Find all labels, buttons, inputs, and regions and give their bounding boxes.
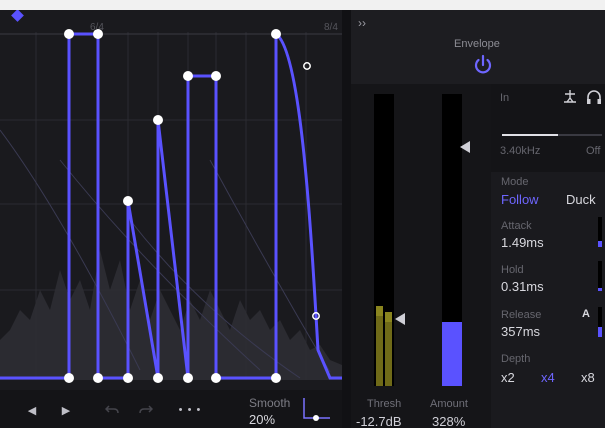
collapse-button[interactable]: ›› <box>358 16 366 30</box>
amount-meter[interactable] <box>442 94 462 386</box>
curve-node <box>183 373 193 383</box>
amount-value[interactable]: 328% <box>432 414 466 428</box>
depth-option-selected[interactable]: x4 <box>541 370 555 385</box>
input-level-left <box>376 306 383 386</box>
release-label: Release <box>501 309 542 321</box>
thresh-value[interactable]: -12.7dB <box>356 414 402 428</box>
curve-node <box>183 71 193 81</box>
envelope-title: Envelope <box>454 38 500 50</box>
headphones-icon[interactable] <box>586 89 602 105</box>
curve-node <box>64 373 74 383</box>
smooth-curve-icon[interactable] <box>300 396 332 426</box>
more-button[interactable]: • • • <box>178 404 202 416</box>
smooth-value[interactable]: 20% <box>249 412 276 427</box>
triangle-left-icon[interactable]: ◀ <box>27 404 37 417</box>
curve-node <box>93 29 103 39</box>
depth-option[interactable]: x8 <box>581 370 595 385</box>
tension-handle <box>303 62 311 70</box>
power-icon[interactable] <box>472 54 494 76</box>
frequency-value[interactable]: 3.40kHz <box>500 145 541 157</box>
hold-slider[interactable] <box>598 261 602 291</box>
spectrum <box>0 250 342 380</box>
attack-value[interactable]: 1.49ms <box>501 235 544 250</box>
curve-node <box>93 373 103 383</box>
undo-icon[interactable] <box>98 398 126 422</box>
bar-label: 6/4 <box>90 22 104 33</box>
envelope-curve <box>0 31 342 380</box>
mode-label: Mode <box>501 176 529 188</box>
hold-label: Hold <box>501 264 524 276</box>
depth-label: Depth <box>501 353 531 365</box>
frequency-slider[interactable] <box>502 134 558 136</box>
curve-nodes <box>64 29 281 383</box>
sidechain-filter-icon[interactable] <box>562 89 578 105</box>
curve-node <box>123 373 133 383</box>
curve-node <box>211 71 221 81</box>
curve-node <box>64 29 74 39</box>
depth-option[interactable]: x2 <box>501 370 515 385</box>
mode-follow-option[interactable]: Follow <box>501 192 539 207</box>
sidechain-input <box>491 84 605 172</box>
curve-node <box>271 29 281 39</box>
tension-handles <box>303 62 320 320</box>
curve-node <box>153 115 163 125</box>
release-slider[interactable] <box>598 307 602 337</box>
hold-value[interactable]: 0.31ms <box>501 279 544 294</box>
release-value[interactable]: 357ms <box>501 324 541 339</box>
thresh-label: Thresh <box>367 398 402 410</box>
bar-label: 8/4 <box>324 22 338 33</box>
smooth-label: Smooth <box>249 396 291 410</box>
input-level-right <box>385 312 392 386</box>
editor-toolbar: ◀ ▶ • • • Smooth 20% <box>0 390 342 428</box>
redo-icon[interactable] <box>132 398 160 422</box>
in-label: In <box>500 92 510 104</box>
filter-state[interactable]: Off <box>586 145 601 157</box>
attack-slider[interactable] <box>598 217 602 247</box>
envelope-plugin: 6/4 8/4 ◀ ▶ • • • Smooth 20% ›› Envelope <box>0 10 605 428</box>
triangle-right-icon[interactable]: ▶ <box>61 404 71 417</box>
amount-pointer[interactable] <box>460 141 470 153</box>
amount-fill <box>442 322 462 386</box>
curve-node <box>123 196 133 206</box>
curve-node <box>211 373 221 383</box>
auto-release-toggle[interactable]: A <box>582 308 590 320</box>
curve-node <box>271 373 281 383</box>
tension-handle <box>312 312 320 320</box>
curve-node <box>153 373 163 383</box>
curve-editor[interactable]: 6/4 8/4 <box>0 10 342 390</box>
curve-canvas[interactable] <box>0 10 342 390</box>
attack-label: Attack <box>501 220 532 232</box>
thresh-pointer[interactable] <box>395 313 405 325</box>
mode-duck-option[interactable]: Duck <box>566 192 596 207</box>
amount-label: Amount <box>430 398 468 410</box>
thresh-meter[interactable] <box>374 94 394 386</box>
